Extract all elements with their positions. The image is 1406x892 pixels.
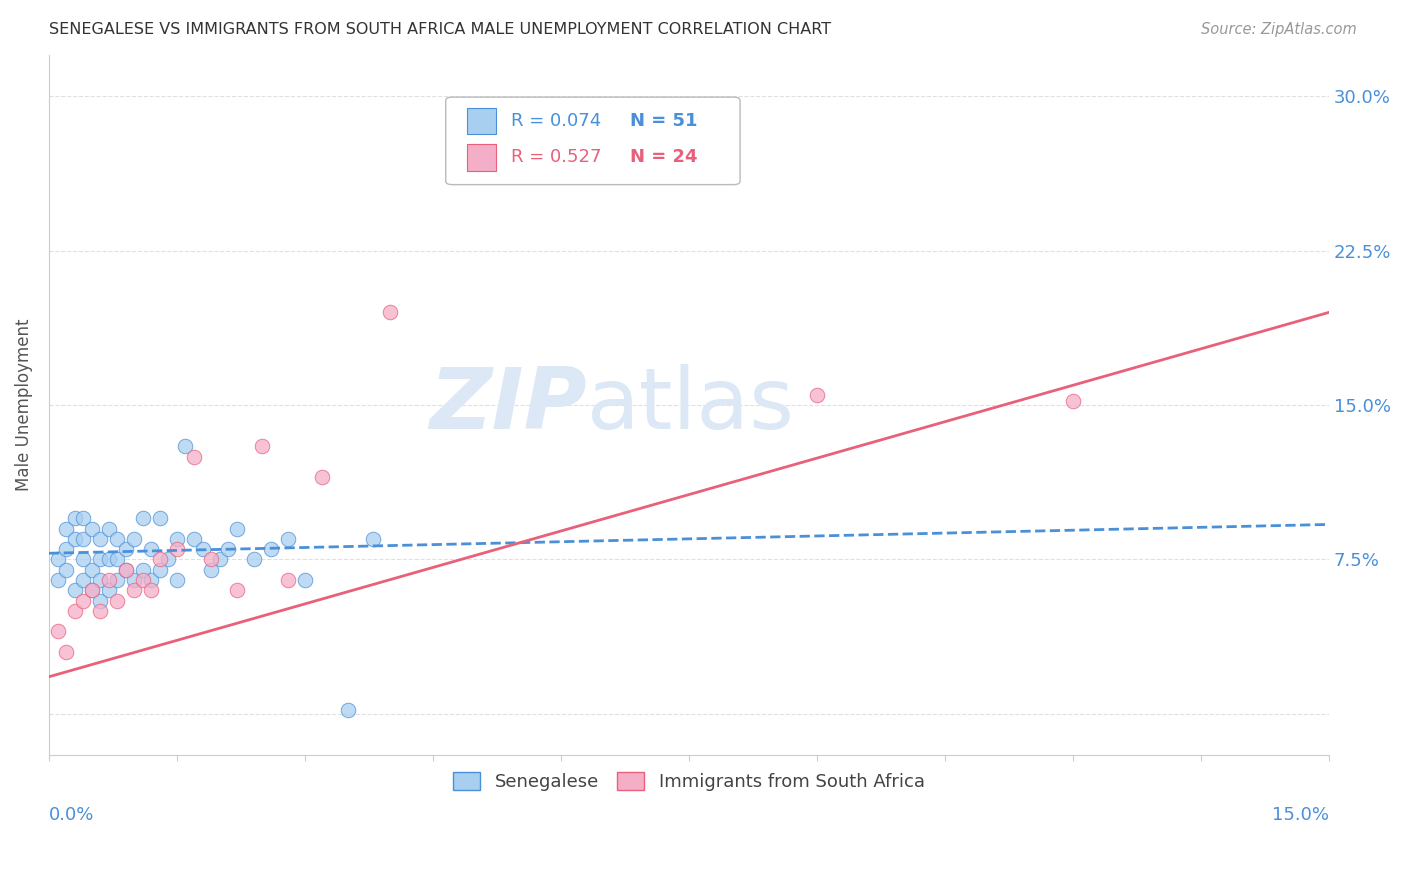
Point (311, 470, 333, 484)
Point (149, 563, 172, 577)
Point (124, 532, 146, 546)
Point (166, 542, 188, 557)
Point (294, 573, 316, 587)
Text: Source: ZipAtlas.com: Source: ZipAtlas.com (1201, 22, 1357, 37)
Point (55, 563, 77, 577)
Point (114, 542, 136, 557)
Point (252, 439, 274, 453)
Point (149, 511, 172, 525)
Text: 15.0%: 15.0% (1272, 806, 1329, 824)
Point (97, 573, 120, 587)
Point (166, 573, 188, 587)
Point (89, 593, 111, 607)
Point (141, 573, 163, 587)
Point (105, 573, 128, 587)
Point (208, 552, 231, 566)
Point (361, 532, 384, 546)
Point (55, 542, 77, 557)
Text: N = 24: N = 24 (630, 148, 697, 166)
Point (63, 532, 86, 546)
Text: R = 0.074: R = 0.074 (510, 112, 602, 130)
Point (149, 552, 172, 566)
Point (124, 573, 146, 587)
Text: SENEGALESE VS IMMIGRANTS FROM SOUTH AFRICA MALE UNEMPLOYMENT CORRELATION CHART: SENEGALESE VS IMMIGRANTS FROM SOUTH AFRI… (49, 22, 831, 37)
Point (183, 450, 205, 464)
Point (242, 552, 264, 566)
Point (72, 511, 94, 525)
Point (277, 573, 299, 587)
Point (46, 552, 69, 566)
Point (132, 573, 155, 587)
Point (336, 703, 359, 717)
Point (114, 563, 136, 577)
FancyBboxPatch shape (446, 97, 740, 185)
Point (63, 583, 86, 598)
Point (114, 563, 136, 577)
Point (72, 552, 94, 566)
Point (89, 552, 111, 566)
Text: atlas: atlas (586, 364, 794, 447)
Point (157, 552, 180, 566)
Point (225, 583, 247, 598)
Point (141, 583, 163, 598)
Point (508, 141, 530, 155)
Point (174, 439, 197, 453)
Point (141, 542, 163, 557)
Point (97, 552, 120, 566)
Point (200, 552, 222, 566)
Point (225, 522, 247, 536)
Point (72, 573, 94, 587)
Point (260, 542, 283, 557)
Text: 0.0%: 0.0% (49, 806, 94, 824)
Point (89, 573, 111, 587)
Point (200, 563, 222, 577)
Point (80, 522, 103, 536)
Point (380, 305, 402, 319)
Point (72, 532, 94, 546)
Point (89, 604, 111, 618)
Point (89, 532, 111, 546)
Point (80, 563, 103, 577)
Point (63, 604, 86, 618)
Bar (467, 108, 496, 134)
Point (105, 532, 128, 546)
Point (217, 542, 239, 557)
Bar (467, 144, 496, 170)
Legend: Senegalese, Immigrants from South Africa: Senegalese, Immigrants from South Africa (446, 764, 932, 798)
Point (277, 532, 299, 546)
Point (132, 563, 155, 577)
Point (166, 532, 188, 546)
Point (97, 522, 120, 536)
Text: N = 51: N = 51 (630, 112, 697, 130)
Point (191, 542, 214, 557)
Point (80, 583, 103, 598)
Point (80, 583, 103, 598)
Point (46, 624, 69, 639)
Point (105, 552, 128, 566)
Point (97, 583, 120, 598)
Point (55, 645, 77, 659)
Text: R = 0.527: R = 0.527 (510, 148, 602, 166)
Point (105, 593, 128, 607)
Point (132, 511, 155, 525)
Point (72, 593, 94, 607)
Text: ZIP: ZIP (429, 364, 586, 447)
Point (46, 573, 69, 587)
Point (806, 388, 828, 402)
Point (63, 511, 86, 525)
Point (1062, 393, 1084, 408)
Point (183, 532, 205, 546)
Point (55, 522, 77, 536)
Point (124, 583, 146, 598)
Y-axis label: Male Unemployment: Male Unemployment (15, 318, 32, 491)
